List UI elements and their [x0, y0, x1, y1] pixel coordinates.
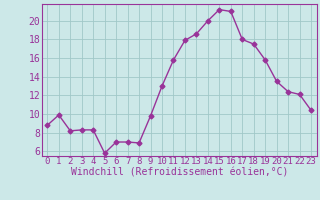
- X-axis label: Windchill (Refroidissement éolien,°C): Windchill (Refroidissement éolien,°C): [70, 168, 288, 178]
